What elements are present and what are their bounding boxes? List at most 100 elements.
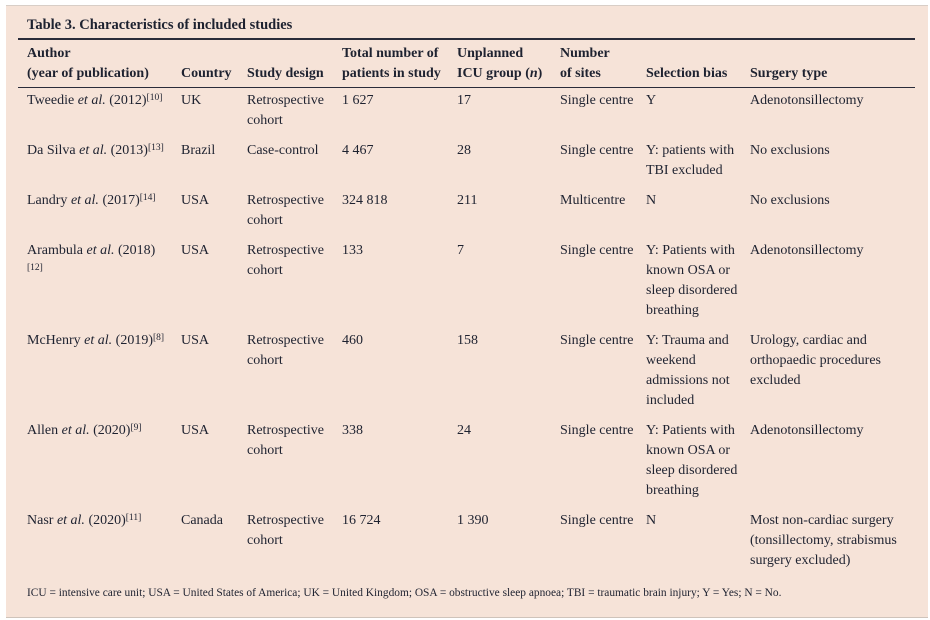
column-header-surgery: Surgery type <box>750 40 915 88</box>
table-row: Allen et al. (2020)[9] USA Retrospective c… <box>18 418 915 508</box>
reference-superscript: [10] <box>146 92 163 103</box>
cell-design: Retrospective cohort <box>247 513 324 548</box>
column-header-line1: Author <box>27 46 71 61</box>
cell-sites: Single centre <box>560 423 634 438</box>
text-segment: of sites <box>560 66 601 81</box>
column-header-line1 <box>750 44 905 64</box>
cell-surgery: No exclusions <box>750 143 830 158</box>
column-header-line2: ICU group (n) <box>457 64 550 84</box>
cell-bias: Y: Patients with known OSA or sleep diso… <box>646 243 738 318</box>
column-header-line1: Number <box>560 46 610 61</box>
italic-text: et al. <box>61 423 90 438</box>
text-segment: ) <box>537 66 543 81</box>
cell-patients: 460 <box>342 333 363 348</box>
cell-country: USA <box>181 333 210 348</box>
table-row: Nasr et al. (2020)[11] Canada Retrospectiv… <box>18 508 915 578</box>
column-header-sites: Number of sites <box>560 40 646 88</box>
cell-bias: N <box>646 513 657 528</box>
cell-surgery: Adenotonsillectomy <box>750 243 864 258</box>
cell-author: Nasr et al. (2020)[11] <box>18 508 181 578</box>
reference-superscript: [8] <box>152 332 165 343</box>
reference-superscript: [14] <box>139 192 156 203</box>
column-header-line2: Surgery type <box>750 64 905 84</box>
cell-author: Tweedie et al. (2012)[10] <box>18 88 181 139</box>
cell-sites: Single centre <box>560 93 634 108</box>
text-segment: (2018) <box>114 243 156 258</box>
italic-text: n <box>529 66 538 81</box>
cell-country: Canada <box>181 513 223 528</box>
table-body: Tweedie et al. (2012)[10] UK Retrospective… <box>18 88 915 579</box>
cell-author: McHenry et al. (2019)[8] <box>18 328 181 418</box>
italic-text: et al. <box>84 333 113 348</box>
text-segment: Study design <box>247 66 324 81</box>
text-segment: (2017) <box>98 193 140 208</box>
cell-author: Da Silva et al. (2013)[13] <box>18 138 181 188</box>
cell-sites: Single centre <box>560 513 634 528</box>
cell-country: UK <box>181 93 202 108</box>
cell-patients: 16 724 <box>342 513 381 528</box>
cell-sites: Single centre <box>560 143 634 158</box>
cell-icu: 7 <box>457 243 464 258</box>
cell-country: Brazil <box>181 143 216 158</box>
table-title: Table 3. Characteristics of included stu… <box>18 15 915 40</box>
text-segment: Nasr <box>27 513 57 528</box>
text-segment: ICU group ( <box>457 66 530 81</box>
cell-surgery: Urology, cardiac and orthopaedic procedu… <box>750 333 881 388</box>
table-row: Tweedie et al. (2012)[10] UK Retrospective… <box>18 88 915 139</box>
text-segment: (2012) <box>105 93 147 108</box>
table-row: Landry et al. (2017)[14] USA Retrospective… <box>18 188 915 238</box>
table-row: Arambula et al. (2018) [12] USA Retrospecti… <box>18 238 915 328</box>
cell-bias: N <box>646 193 657 208</box>
column-header-line2: of sites <box>560 64 636 84</box>
text-segment: Country <box>181 66 232 81</box>
cell-country: USA <box>181 193 210 208</box>
cell-design: Retrospective cohort <box>247 423 324 458</box>
italic-text: et al. <box>86 243 115 258</box>
cell-icu: 158 <box>457 333 478 348</box>
text-segment: (2020) <box>89 423 131 438</box>
text-segment: Surgery type <box>750 66 828 81</box>
reference-superscript: [13] <box>147 142 164 153</box>
cell-design: Retrospective cohort <box>247 333 324 368</box>
table-row: Da Silva et al. (2013)[13] Brazil Case-con… <box>18 138 915 188</box>
column-header-country: Country <box>181 40 247 88</box>
cell-country: USA <box>181 243 210 258</box>
text-segment: Landry <box>27 193 71 208</box>
reference-superscript: [9] <box>130 422 142 433</box>
italic-text: et al. <box>70 193 99 208</box>
studies-table: Author (year of publication) Country Study … <box>18 40 915 578</box>
cell-country: USA <box>181 423 210 438</box>
column-header-design: Study design <box>247 40 342 88</box>
column-header-line1 <box>247 44 332 64</box>
cell-bias: Y: patients with TBI excluded <box>646 143 735 178</box>
text-segment: (year of publication) <box>27 66 149 81</box>
cell-icu: 28 <box>457 143 471 158</box>
text-segment: (2013) <box>107 143 148 158</box>
text-segment: McHenry <box>27 333 85 348</box>
column-header-line2: (year of publication) <box>27 64 171 84</box>
cell-sites: Single centre <box>560 243 634 258</box>
table-header: Author (year of publication) Country Study … <box>18 40 915 88</box>
text-segment: Arambula <box>27 243 87 258</box>
cell-patients: 4 467 <box>342 143 374 158</box>
text-segment: Da Silva <box>27 143 80 158</box>
cell-patients: 133 <box>342 243 363 258</box>
cell-icu: 17 <box>457 93 471 108</box>
italic-text: et al. <box>56 513 85 528</box>
cell-icu: 24 <box>457 423 471 438</box>
column-header-line1: Total number of <box>342 46 439 61</box>
table-row: McHenry et al. (2019)[8] USA Retrospective… <box>18 328 915 418</box>
text-segment: Selection bias <box>646 66 728 81</box>
cell-icu: 211 <box>457 193 478 208</box>
table-panel: Table 3. Characteristics of included stu… <box>6 5 928 618</box>
cell-author: Landry et al. (2017)[14] <box>18 188 181 238</box>
cell-bias: Y: Patients with known OSA or sleep diso… <box>646 423 738 498</box>
italic-text: et al. <box>77 93 106 108</box>
cell-author: Arambula et al. (2018) [12] <box>18 238 181 328</box>
reference-superscript: [11] <box>125 512 142 523</box>
cell-patients: 338 <box>342 423 363 438</box>
column-header-line1 <box>181 44 237 64</box>
text-segment: Tweedie <box>27 93 78 108</box>
cell-icu: 1 390 <box>457 513 489 528</box>
cell-patients: 324 818 <box>342 193 388 208</box>
